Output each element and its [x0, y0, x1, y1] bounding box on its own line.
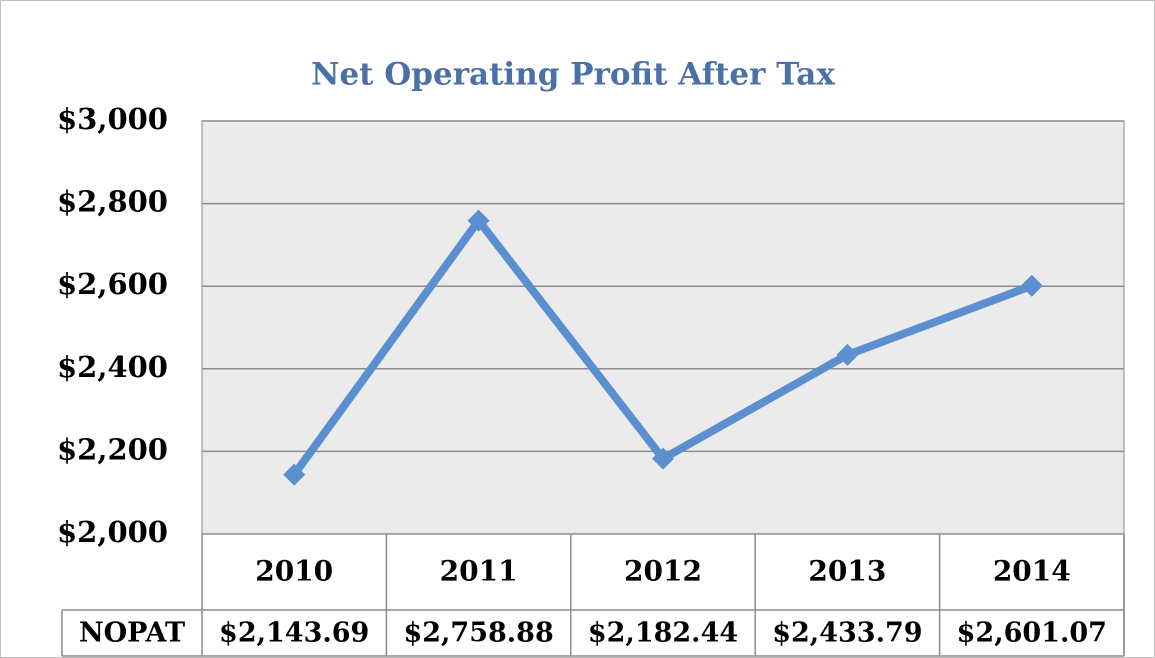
x-tick-label: 2011	[440, 555, 518, 588]
table-value: $2,758.88	[403, 618, 553, 649]
table-value: $2,143.69	[219, 618, 369, 649]
data-point	[467, 209, 490, 232]
x-tick-label: 2010	[255, 555, 333, 588]
data-point	[836, 343, 859, 366]
data-point	[1020, 274, 1043, 297]
data-point	[652, 447, 674, 470]
y-tick-label: $3,000	[57, 102, 168, 136]
table-value: $2,433.79	[772, 618, 922, 649]
data-point	[283, 463, 306, 486]
plot-area	[201, 120, 1125, 535]
y-tick-label: $2,000	[57, 515, 168, 549]
y-tick-label: $2,600	[57, 267, 168, 301]
y-tick-label: $2,800	[57, 185, 168, 219]
x-tick-label: 2014	[993, 555, 1071, 588]
table-row-header: NOPAT	[79, 618, 185, 649]
chart-title: Net Operating Profit After Tax	[311, 57, 835, 93]
table-value: $2,601.07	[957, 618, 1107, 649]
y-tick-label: $2,400	[57, 350, 168, 384]
y-tick-label: $2,200	[57, 432, 168, 466]
x-tick-label: 2012	[624, 555, 702, 588]
x-tick-label: 2013	[808, 555, 886, 588]
table-value: $2,182.44	[588, 618, 738, 649]
